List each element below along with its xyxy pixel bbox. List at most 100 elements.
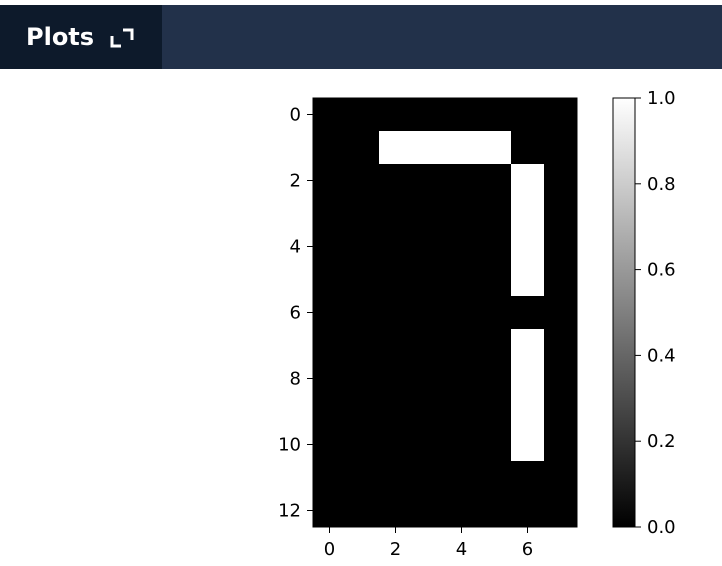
heatmap-cell [544, 98, 578, 132]
heatmap-cell [412, 461, 446, 495]
heatmap-cell [313, 263, 347, 297]
heatmap-cell [445, 197, 479, 231]
heatmap-cell [511, 395, 545, 429]
heatmap-cell [544, 164, 578, 198]
heatmap-cell [445, 494, 479, 528]
heatmap-cell [379, 131, 413, 165]
x-tick-label: 2 [390, 539, 401, 560]
heatmap-cell [379, 98, 413, 132]
heatmap-cell [445, 461, 479, 495]
heatmap-cell [544, 263, 578, 297]
colorbar-tick-label: 0.8 [647, 174, 676, 195]
heatmap-cell [346, 197, 380, 231]
heatmap-cell [346, 428, 380, 462]
heatmap-cell [346, 230, 380, 264]
heatmap-cell [511, 131, 545, 165]
heatmap-cell [412, 230, 446, 264]
heatmap-cell [313, 98, 347, 132]
heatmap-cell [544, 428, 578, 462]
heatmap-cell [544, 329, 578, 363]
heatmap-cell [412, 197, 446, 231]
heatmap-cell [445, 230, 479, 264]
heatmap-cell [313, 428, 347, 462]
heatmap-cell [445, 329, 479, 363]
y-tick-label: 2 [290, 171, 301, 192]
heatmap-cell [313, 494, 347, 528]
heatmap-cell [379, 428, 413, 462]
heatmap-cell [313, 329, 347, 363]
heatmap-cell [313, 230, 347, 264]
heatmap-cell [544, 461, 578, 495]
plots-header: Plots [0, 5, 722, 69]
heatmap-cell [511, 494, 545, 528]
heatmap-cell [478, 395, 512, 429]
heatmap-cell [445, 164, 479, 198]
heatmap-cell [478, 131, 512, 165]
heatmap-cell [478, 164, 512, 198]
heatmap-cell [346, 494, 380, 528]
heatmap-cell [313, 461, 347, 495]
heatmap-cell [346, 362, 380, 396]
heatmap-cell [379, 329, 413, 363]
heatmap-cell [379, 296, 413, 330]
heatmap-cell [412, 395, 446, 429]
heatmap-cell [478, 461, 512, 495]
heatmap-cell [544, 296, 578, 330]
heatmap-cell [544, 395, 578, 429]
heatmap-cell [346, 131, 380, 165]
heatmap-cell [346, 329, 380, 363]
heatmap-cell [412, 164, 446, 198]
tab-plots[interactable]: Plots [0, 5, 162, 69]
heatmap-cell [412, 428, 446, 462]
expand-icon[interactable] [110, 27, 134, 49]
tab-plots-label: Plots [26, 23, 95, 51]
y-tick-label: 8 [290, 369, 301, 390]
colorbar-tick-label: 0.2 [647, 431, 676, 452]
heatmap-cell [511, 329, 545, 363]
heatmap-cell [346, 395, 380, 429]
y-tick-label: 4 [290, 237, 301, 258]
heatmap-cell [511, 428, 545, 462]
heatmap-cell [511, 362, 545, 396]
y-tick-label: 6 [290, 303, 301, 324]
heatmap-cell [511, 461, 545, 495]
heatmap-cell [346, 164, 380, 198]
heatmap-cell [313, 362, 347, 396]
heatmap-cell [511, 296, 545, 330]
heatmap-cell [478, 329, 512, 363]
heatmap-cell [511, 98, 545, 132]
heatmap-cell [445, 263, 479, 297]
heatmap-cell [478, 98, 512, 132]
heatmap-cell [511, 164, 545, 198]
heatmap-cell [346, 296, 380, 330]
heatmap-cell [544, 197, 578, 231]
heatmap-cell [412, 98, 446, 132]
heatmap-cell [478, 296, 512, 330]
heatmap-cell [379, 494, 413, 528]
heatmap-cell [445, 362, 479, 396]
heatmap-cell [346, 98, 380, 132]
plot-area: 0 2 4 6 0 2 4 6 8 10 12 0.0 0.2 0.4 0.6 0.8 1.0 [0, 69, 722, 562]
heatmap-chart: 0 2 4 6 0 2 4 6 8 10 12 0.0 0.2 0.4 0.6 0.8 1.0 [278, 88, 676, 560]
heatmap-cell [511, 197, 545, 231]
heatmap-cell [313, 197, 347, 231]
y-tick-label: 12 [278, 501, 301, 522]
heatmap-cell [346, 461, 380, 495]
colorbar-tick-label: 0.6 [647, 260, 676, 281]
heatmap-cell [313, 395, 347, 429]
colorbar [612, 97, 636, 528]
heatmap-cell [346, 263, 380, 297]
heatmap-cell [544, 494, 578, 528]
heatmap-cell [379, 395, 413, 429]
colorbar-tick-label: 0.0 [647, 517, 676, 538]
heatmap-cell [544, 362, 578, 396]
heatmap-cell [379, 164, 413, 198]
heatmap-cell [445, 428, 479, 462]
heatmap-cell [478, 197, 512, 231]
heatmap-cell [412, 131, 446, 165]
heatmap-cell [445, 296, 479, 330]
heatmap-cell [511, 230, 545, 264]
heatmap-cell [544, 230, 578, 264]
heatmap-cell [412, 362, 446, 396]
heatmap-cell [445, 395, 479, 429]
